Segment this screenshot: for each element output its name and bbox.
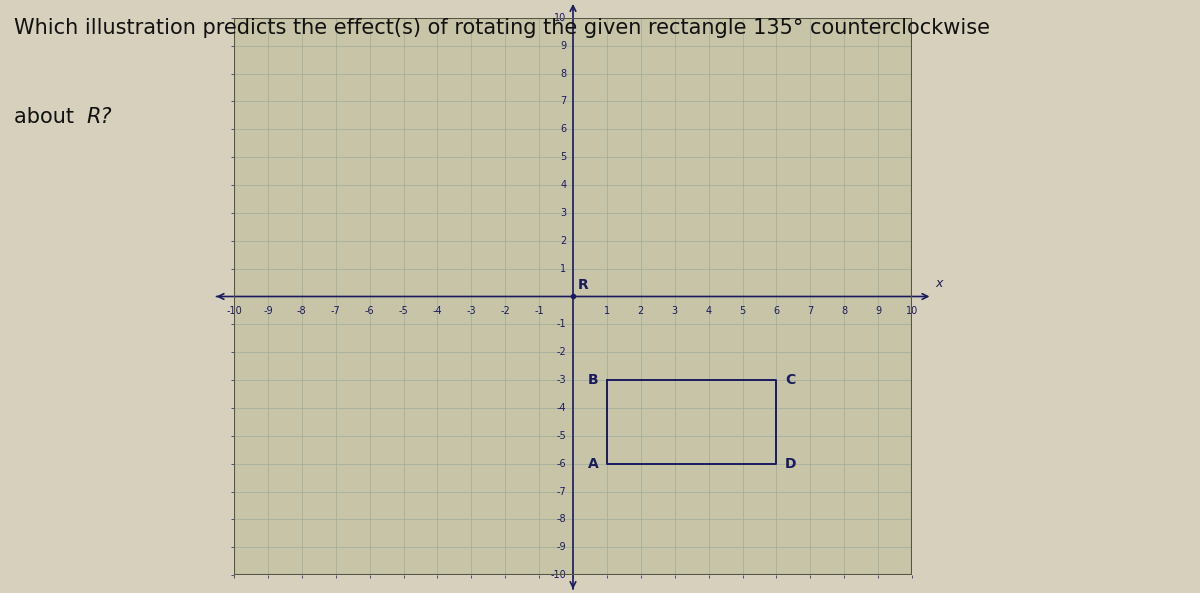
Text: -7: -7 <box>331 306 341 316</box>
Text: -9: -9 <box>557 543 566 552</box>
Text: -10: -10 <box>226 306 242 316</box>
Text: 10: 10 <box>554 13 566 23</box>
Text: 8: 8 <box>841 306 847 316</box>
Text: D: D <box>785 457 797 471</box>
Text: R?: R? <box>86 107 112 127</box>
Text: -4: -4 <box>557 403 566 413</box>
Text: 1: 1 <box>560 264 566 273</box>
Text: 10: 10 <box>906 306 918 316</box>
Text: 4: 4 <box>706 306 712 316</box>
Text: x: x <box>936 276 943 289</box>
Text: 5: 5 <box>560 152 566 162</box>
Text: -4: -4 <box>432 306 443 316</box>
Text: 1: 1 <box>604 306 610 316</box>
Text: -2: -2 <box>557 347 566 357</box>
Text: -3: -3 <box>557 375 566 385</box>
Text: Which illustration predicts the effect(s) of rotating the given rectangle 135° c: Which illustration predicts the effect(s… <box>14 18 990 38</box>
Text: 3: 3 <box>672 306 678 316</box>
Text: -9: -9 <box>263 306 272 316</box>
Text: 7: 7 <box>560 97 566 106</box>
Text: -6: -6 <box>365 306 374 316</box>
Text: -1: -1 <box>557 320 566 329</box>
Text: -8: -8 <box>557 515 566 524</box>
Text: C: C <box>785 373 796 387</box>
Text: R: R <box>578 278 589 292</box>
Text: 6: 6 <box>773 306 780 316</box>
Text: -3: -3 <box>467 306 476 316</box>
Text: B: B <box>588 373 599 387</box>
Text: -6: -6 <box>557 459 566 468</box>
Text: 6: 6 <box>560 125 566 134</box>
Text: -5: -5 <box>398 306 408 316</box>
Text: 4: 4 <box>560 180 566 190</box>
Text: -2: -2 <box>500 306 510 316</box>
Text: -1: -1 <box>534 306 544 316</box>
Text: -8: -8 <box>296 306 307 316</box>
Text: 9: 9 <box>875 306 881 316</box>
Text: 2: 2 <box>637 306 644 316</box>
Text: -7: -7 <box>557 487 566 496</box>
Text: 2: 2 <box>560 236 566 246</box>
Text: 7: 7 <box>808 306 814 316</box>
Text: A: A <box>588 457 599 471</box>
Text: 5: 5 <box>739 306 745 316</box>
Text: -5: -5 <box>557 431 566 441</box>
Text: -10: -10 <box>551 570 566 580</box>
Text: about: about <box>14 107 82 127</box>
Bar <box>234 18 912 575</box>
Text: 3: 3 <box>560 208 566 218</box>
Text: 9: 9 <box>560 41 566 50</box>
Text: 8: 8 <box>560 69 566 78</box>
